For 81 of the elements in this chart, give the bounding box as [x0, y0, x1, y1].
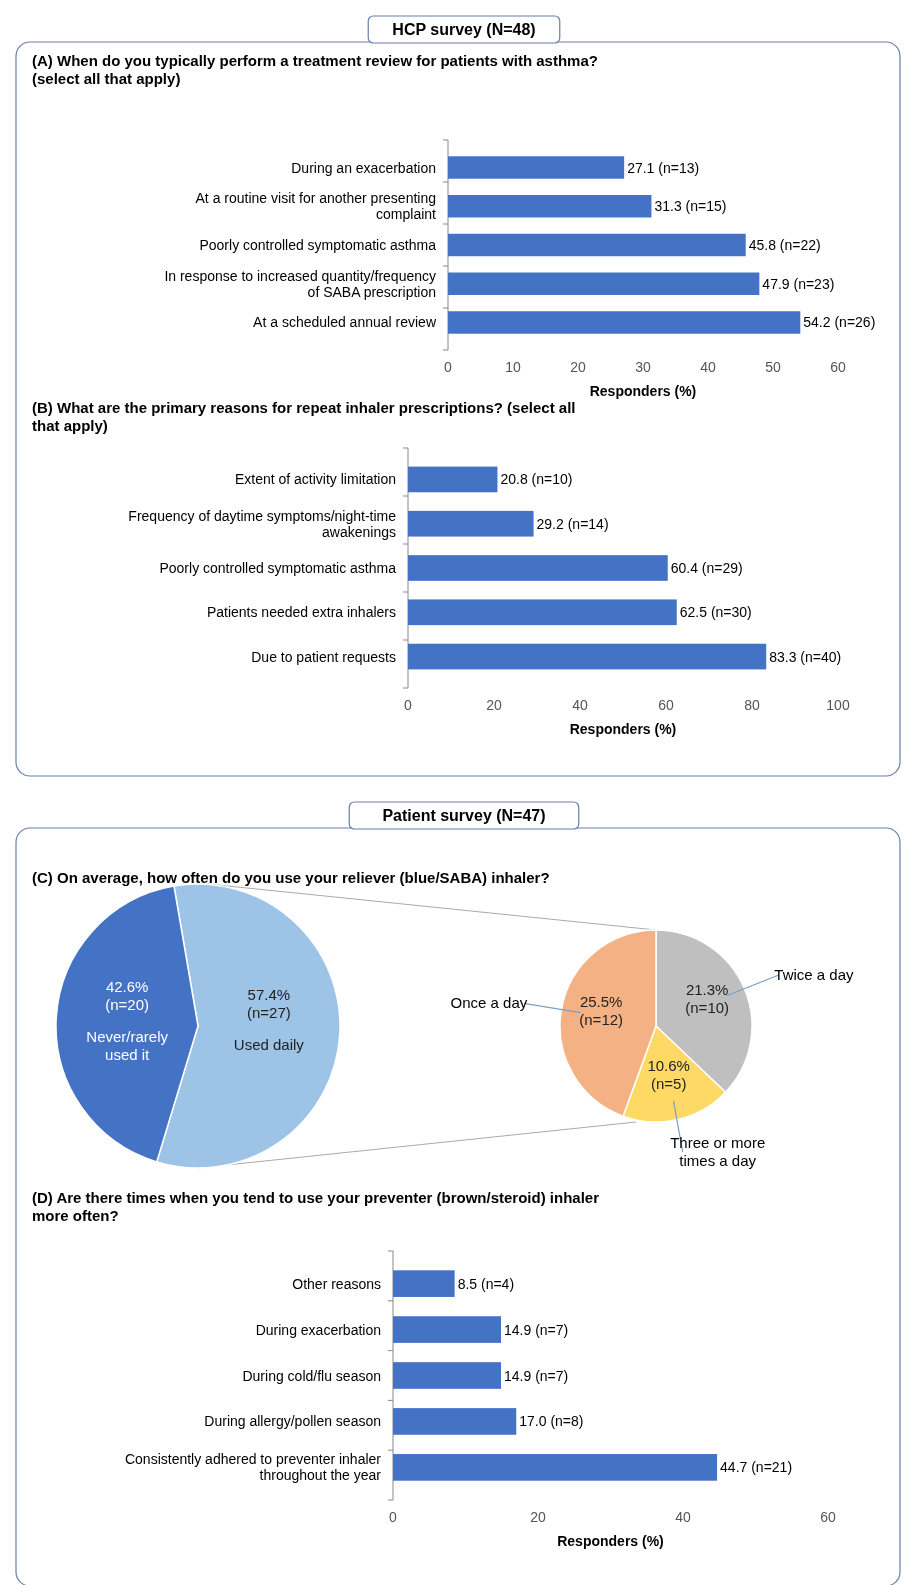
data-label: 14.9 (n=7) [504, 1367, 569, 1384]
y-tick-label: Patients needed extra inhalers [206, 604, 396, 621]
bar [393, 1316, 502, 1343]
data-label: 27.1 (n=13) [627, 159, 700, 176]
x-tick-label: 40 [572, 697, 588, 713]
data-label: 45.8 (n=22) [748, 237, 821, 253]
y-tick-label: At a scheduled annual review [253, 314, 437, 331]
x-tick-label: 40 [675, 1509, 691, 1525]
data-label: 20.8 (n=10) [500, 471, 573, 488]
x-tick-label: 80 [744, 697, 760, 713]
data-label: 47.9 (n=23) [762, 275, 835, 292]
bar [393, 1270, 455, 1297]
data-label: 62.5 (n=30) [679, 604, 752, 621]
text: HCP survey (N=48) [392, 21, 536, 38]
y-tick-label: Frequency of daytime symptoms/night-time awakenings [128, 507, 397, 540]
bar [448, 311, 801, 334]
x-tick-label: 60 [820, 1509, 836, 1525]
x-tick-label: 0 [404, 697, 413, 713]
data-label: 14.9 (n=7) [504, 1321, 569, 1338]
data-label: 21.3% (n=10) [685, 981, 730, 1017]
bar [408, 643, 767, 670]
y-tick-label: During exacerbation [255, 1321, 381, 1338]
bar [393, 1408, 517, 1435]
bar [408, 466, 498, 493]
data-label: 60.4 (n=29) [670, 560, 743, 576]
x-tick-label: 0 [444, 359, 453, 375]
text: Patient survey (N=47) [382, 807, 546, 824]
slice-label: Used daily [233, 1036, 305, 1054]
y-tick-label: Due to patient requests [251, 648, 396, 665]
slice-label: Once a day [450, 994, 528, 1012]
y-tick-label: Poorly controlled symptomatic asthma [199, 237, 437, 253]
x-tick-label: 10 [505, 359, 521, 375]
x-tick-label: 100 [826, 697, 850, 713]
y-tick-label: At a routine visit for another presenting complaint [195, 190, 437, 223]
y-tick-label: During cold/flu season [242, 1367, 381, 1384]
bar [408, 510, 534, 537]
data-label: 8.5 (n=4) [457, 1275, 515, 1292]
y-tick-label: Poorly controlled symptomatic asthma [159, 560, 397, 576]
data-label: 25.5% (n=12) [579, 993, 624, 1029]
x-tick-label: 0 [389, 1509, 398, 1525]
bar [408, 599, 677, 626]
chart-title: (D) Are there times when you tend to use your preventer (brown/steroid) inhaler more often? [32, 1189, 600, 1224]
y-tick-label: Extent of activity limitation [234, 471, 396, 488]
x-tick-label: 20 [530, 1509, 546, 1525]
data-label: 83.3 (n=40) [769, 648, 842, 665]
x-tick-label: 20 [570, 359, 586, 375]
y-tick-label: During allergy/pollen season [204, 1413, 381, 1430]
bar [393, 1362, 502, 1389]
data-label: 57.4% (n=27) [246, 986, 291, 1022]
x-tick-label: 50 [765, 359, 781, 375]
slice-label: Never/rarely used it [86, 1027, 169, 1063]
x-axis-title: Responders (%) [569, 721, 677, 737]
x-tick-label: 60 [830, 359, 846, 375]
chart-title: (C) On average, how often do you use your reliever (blue/SABA) inhaler? [32, 869, 550, 886]
y-tick-label: Other reasons [292, 1275, 381, 1292]
slice-label: Twice a day [774, 965, 855, 983]
y-tick-label: In response to increased quantity/frequency of SABA prescription [164, 267, 436, 300]
slice-label: Three or more times a day [670, 1134, 766, 1170]
chart-title: (B) What are the primary reasons for repeat inhaler prescriptions? (select all that apply) [32, 399, 576, 434]
x-tick-label: 30 [635, 359, 651, 375]
data-label: 17.0 (n=8) [519, 1413, 584, 1430]
data-label: 54.2 (n=26) [803, 314, 876, 331]
data-label: 31.3 (n=15) [654, 198, 727, 215]
bar [448, 195, 652, 218]
x-tick-label: 20 [486, 697, 502, 713]
data-label: 44.7 (n=21) [720, 1459, 793, 1476]
bar [393, 1454, 718, 1481]
bar [448, 272, 760, 295]
y-tick-label: During an exacerbation [291, 159, 436, 176]
bar [408, 555, 668, 581]
bar [448, 233, 746, 257]
data-label: 29.2 (n=14) [536, 515, 609, 532]
x-axis-title: Responders (%) [557, 1533, 664, 1549]
y-tick-label: Consistently adhered to preventer inhaler throughout the year [124, 1451, 382, 1484]
data-label: 42.6% (n=20) [105, 977, 150, 1013]
x-tick-label: 60 [658, 697, 674, 713]
x-tick-label: 40 [700, 359, 716, 375]
data-label: 10.6% (n=5) [647, 1057, 690, 1093]
text: (A) When do you typically perform a treatment review for patients with asthma? (select all that apply) [32, 52, 598, 87]
bar [448, 156, 625, 179]
x-axis-title: Responders (%) [589, 383, 697, 399]
